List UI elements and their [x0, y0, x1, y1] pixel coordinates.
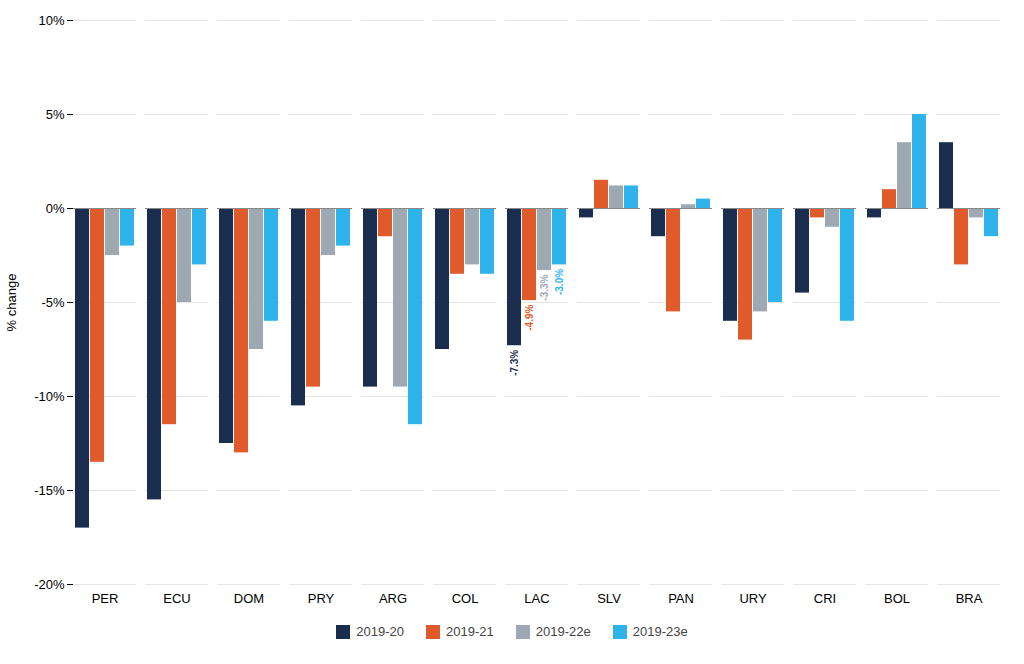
svg-text:PRY: PRY [308, 591, 335, 606]
html-text:2019-22e: 2019-22e [535, 624, 591, 639]
svg-text:BOL: BOL [884, 591, 910, 606]
svg-text:-15%: -15% [34, 483, 65, 498]
svg-text:ARG: ARG [379, 591, 407, 606]
svg-text:-5%: -5% [41, 295, 65, 310]
svg-text:SLV: SLV [597, 591, 621, 606]
svg-text:-3.3%: -3.3% [539, 274, 550, 300]
svg-text:-3.0%: -3.0% [554, 269, 565, 295]
svg-text:URY: URY [739, 591, 767, 606]
svg-text:-10%: -10% [34, 389, 65, 404]
html-text:2019-20: 2019-20 [356, 624, 404, 639]
svg-text:0%: 0% [46, 201, 65, 216]
svg-text:-4.9%: -4.9% [524, 305, 535, 331]
svg-text:BRA: BRA [956, 591, 983, 606]
svg-text:% change: % change [4, 274, 19, 332]
svg-text:PAN: PAN [668, 591, 694, 606]
svg-text:DOM: DOM [234, 591, 264, 606]
svg-text:LAC: LAC [524, 591, 549, 606]
html-text:2019-21: 2019-21 [446, 624, 494, 639]
svg-text:-20%: -20% [34, 577, 65, 592]
svg-text:ECU: ECU [163, 591, 190, 606]
svg-text:-7.3%: -7.3% [509, 350, 520, 376]
html-text:2019-23e: 2019-23e [632, 624, 688, 639]
svg-text:CRI: CRI [814, 591, 836, 606]
svg-text:5%: 5% [46, 107, 65, 122]
svg-text:PER: PER [92, 591, 119, 606]
svg-text:COL: COL [452, 591, 479, 606]
svg-text:10%: 10% [38, 13, 64, 28]
